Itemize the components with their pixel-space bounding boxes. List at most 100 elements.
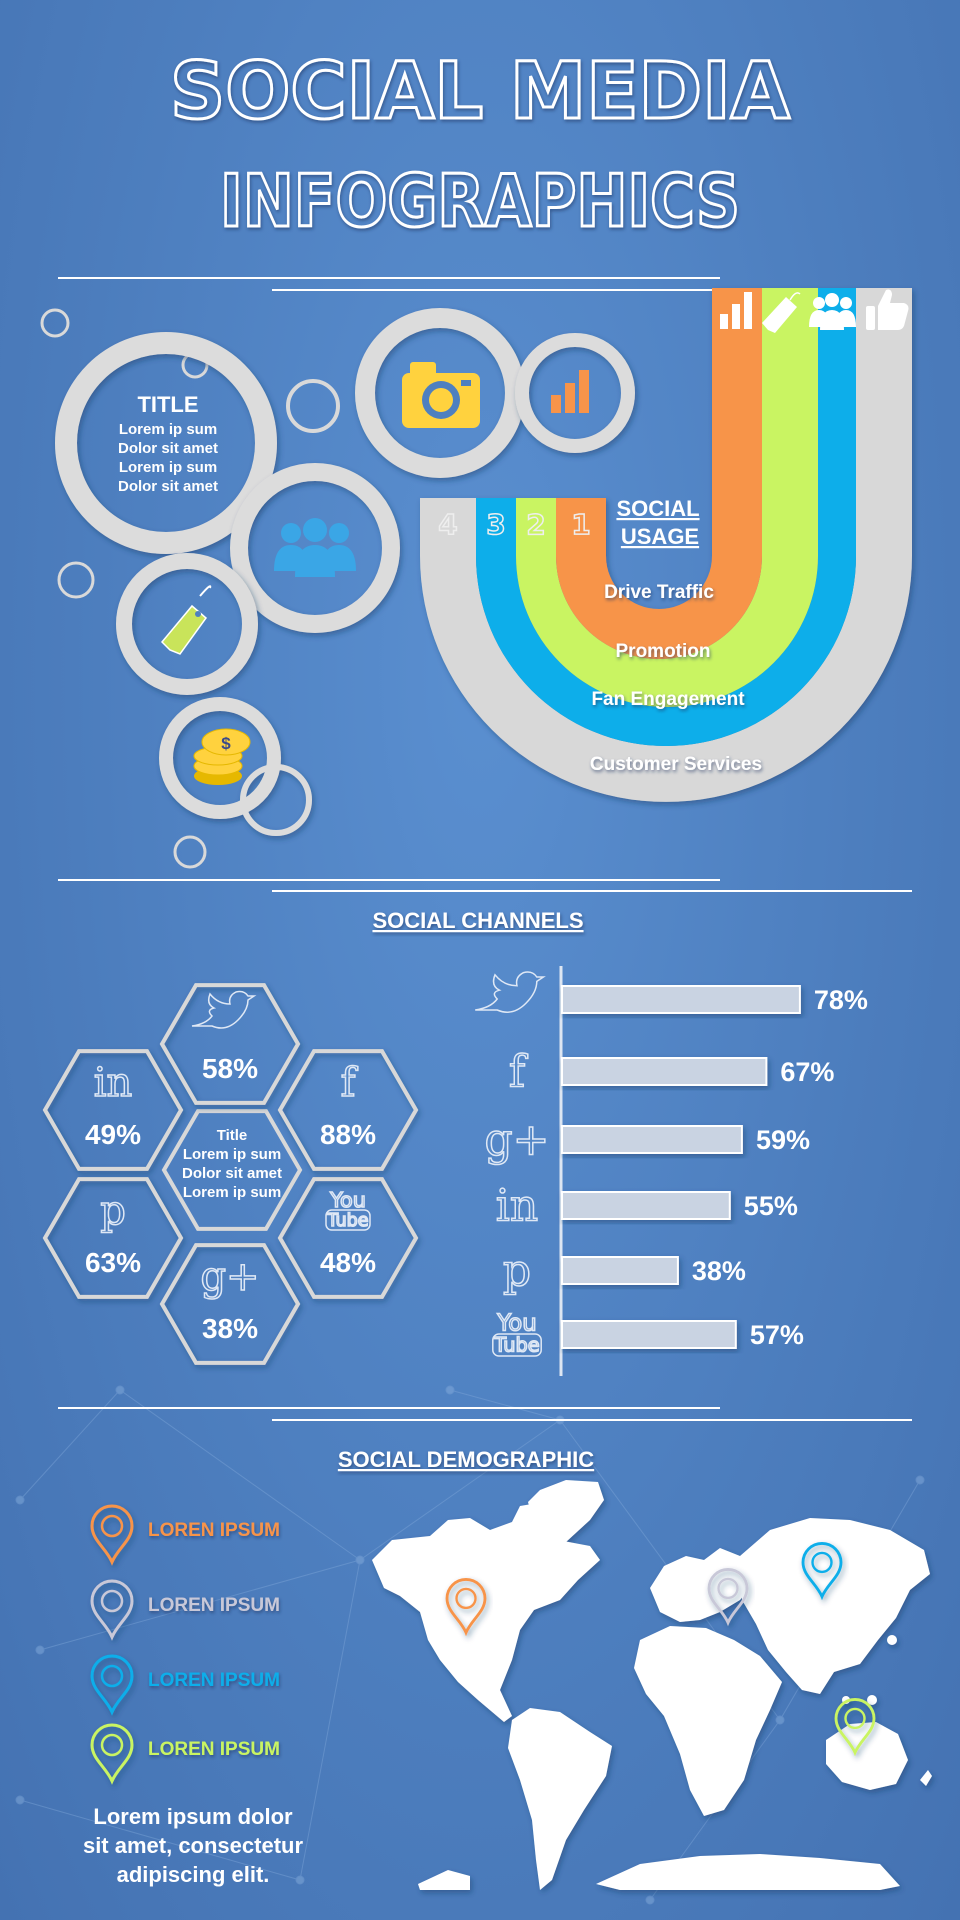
legend-item: LOREN IPSUM [90,1504,280,1566]
bar-label: 78% [814,985,868,1015]
people-icon [274,518,356,577]
channel-hex: g+ 38% [159,1243,301,1365]
bar [561,985,801,1014]
bar-row: in 55% [495,1180,798,1233]
svg-text:You: You [329,1188,366,1212]
pinterest-icon: p [99,1187,126,1235]
bar [561,1191,731,1220]
usage-title-line-2: USAGE [621,524,699,549]
map-pin-icon [707,1568,749,1627]
hex-center-text: Title Lorem ip sum Dolor sit amet Lorem … [182,1127,282,1201]
map-pin-icon [90,1504,134,1566]
usage-band-customer-services [420,288,912,802]
usage-rank-3: 3 [486,508,505,541]
people-icon [809,293,856,330]
divider [58,1407,912,1421]
map-pin-icon [90,1654,134,1716]
price-tag-icon [160,585,212,655]
deco-ring [40,308,70,338]
channel-hex: f 88% [277,1049,419,1171]
hex-value: 58% [202,1053,258,1084]
svg-text:p: p [503,1245,531,1296]
linkedin-icon: in [495,1180,539,1233]
bar-chart-icon [551,370,589,413]
bar [561,1125,743,1154]
legend-item: LOREN IPSUM [90,1723,280,1785]
people-circle [230,463,400,633]
legend-label: LOREN IPSUM [148,1670,280,1691]
hex-center-line-1: Lorem ip sum [183,1146,281,1163]
channels-heading: SOCIAL CHANNELS [372,908,583,933]
usage-band-promotion [516,288,818,707]
twitter-icon [475,971,546,1013]
usage-label-promotion: Promotion [616,641,711,662]
linkedin-icon: in [93,1059,133,1107]
thumbs-up-icon [866,289,909,330]
channel-hex: 58% [159,983,301,1105]
channel-hex: in 49% [42,1049,184,1171]
social-usage-chart: 4 3 2 1 SOCIAL USAGE Drive Traffic Promo… [420,288,912,802]
hex-center [161,1109,303,1231]
circle-title: TITLE [137,392,198,417]
caption-line-2: sit amet, consectetur [83,1833,304,1858]
demographic-heading: SOCIAL DEMOGRAPHIC [338,1447,594,1472]
chart-circle [515,333,635,453]
bar [561,1320,737,1349]
title-line-2: INFOGRAPHICS [220,159,740,243]
map-pin-icon [90,1579,134,1641]
svg-text:in: in [496,1180,538,1231]
usage-rank-2: 2 [526,508,545,541]
camera-icon [402,362,480,428]
map-pin-icon [801,1542,843,1601]
title-line-1: SOCIAL MEDIA [170,47,790,137]
map-pins [445,1542,876,1757]
usage-label-drive-traffic: Drive Traffic [604,582,714,603]
map-pin-icon [90,1723,134,1785]
googleplus-icon: g+ [200,1253,261,1301]
svg-text:f: f [509,1046,528,1097]
deco-ring [286,379,340,433]
tag-circle [116,553,258,695]
circle-text-4: Dolor sit amet [118,478,218,495]
svg-text:p: p [100,1188,126,1234]
hex-value: 49% [85,1119,141,1150]
bar-label: 55% [744,1191,798,1221]
bar-row: p 38% [502,1245,746,1298]
svg-text:in: in [94,1060,133,1106]
coins-circle [159,697,312,836]
pinterest-icon: p [502,1245,532,1298]
bar-row: g+ 59% [484,1114,810,1167]
hex-value: 88% [320,1119,376,1150]
usage-band-drive-traffic [556,288,762,659]
usage-title-line-1: SOCIAL [616,496,699,521]
hex-center-title: Title [217,1127,248,1144]
coin-symbol: $ [221,734,231,753]
usage-label-customer-services: Customer Services [590,754,762,775]
svg-text:g+: g+ [200,1254,259,1300]
demographic-caption: Lorem ipsum dolor sit amet, consectetur … [83,1804,304,1887]
demographic-legend: LOREN IPSUM LOREN IPSUM LOREN IPSUM LOREN I… [90,1504,280,1785]
legend-label: LOREN IPSUM [148,1520,280,1541]
bar [561,1057,768,1086]
usage-label-fan-engagement: Fan Engagement [591,689,745,710]
deco-ring [57,561,95,599]
circle-text-2: Dolor sit amet [118,440,218,457]
bar-chart-icon [720,292,752,329]
legend-label: LOREN IPSUM [148,1595,280,1616]
twitter-icon [191,990,257,1029]
bar-row: f 67% [508,1046,834,1099]
bar-label: 59% [756,1125,810,1155]
map-pin-icon [445,1578,487,1637]
hex-center-line-3: Lorem ip sum [183,1184,281,1201]
title-circle [55,332,277,554]
page-title: SOCIAL MEDIA INFOGRAPHICS [169,46,792,245]
svg-text:You: You [496,1310,536,1336]
hex-value: 38% [202,1313,258,1344]
